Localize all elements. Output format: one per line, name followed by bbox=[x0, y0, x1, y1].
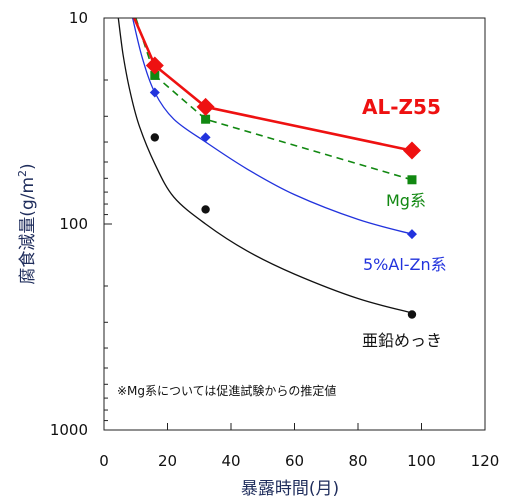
series-markers bbox=[145, 56, 421, 319]
series-0-point bbox=[402, 141, 421, 160]
series-0-line bbox=[133, 17, 413, 152]
x-tick-label: 0 bbox=[99, 452, 109, 470]
y-axis-title: 腐食減量(g/m2) bbox=[16, 163, 38, 284]
series-3-point bbox=[407, 310, 417, 319]
series-label-mg: Mg系 bbox=[386, 191, 426, 210]
series-1-point bbox=[407, 175, 417, 185]
x-tick-label: 40 bbox=[221, 452, 240, 470]
series-3-point bbox=[150, 133, 159, 142]
axis-ticks bbox=[103, 17, 486, 431]
x-tick-label: 60 bbox=[285, 452, 304, 470]
x-tick-label: 80 bbox=[348, 452, 367, 470]
y-tick-labels: 10 100 1000 bbox=[50, 9, 88, 439]
series-0-point bbox=[196, 97, 215, 116]
series-label-5al-zn: 5%Al-Zn系 bbox=[363, 255, 447, 274]
y-axis-title-unit-open: (g/m bbox=[18, 177, 38, 217]
series-label-zinc: 亜鉛めっき bbox=[362, 331, 442, 350]
series-0-point bbox=[145, 56, 164, 75]
series-3-point bbox=[201, 205, 210, 214]
series-1-point bbox=[201, 114, 211, 124]
y-axis-title-unit-close: ) bbox=[18, 163, 38, 170]
footnote: ※Mg系については促進試験からの推定値 bbox=[117, 383, 336, 398]
y-axis-title-unit-sup: 2 bbox=[16, 170, 29, 177]
x-tick-label: 100 bbox=[407, 452, 436, 470]
series-3-fit-curve bbox=[117, 17, 413, 314]
series-lines bbox=[117, 17, 413, 314]
x-tick-label: 20 bbox=[158, 452, 177, 470]
x-axis-title: 暴露時間(月) bbox=[241, 479, 339, 499]
y-tick-label: 10 bbox=[69, 9, 88, 27]
series-2-point bbox=[200, 132, 211, 143]
series-2-fit-curve bbox=[131, 17, 413, 235]
series-1-point bbox=[150, 70, 160, 80]
y-axis-title-main: 腐食減量 bbox=[18, 217, 38, 285]
series-label-al-z55: AL-Z55 bbox=[362, 95, 441, 119]
series-2-point bbox=[406, 229, 417, 240]
y-tick-label: 100 bbox=[59, 215, 88, 233]
y-tick-label: 1000 bbox=[50, 421, 88, 439]
series-2-point bbox=[149, 87, 160, 98]
x-tick-labels: 0 20 40 60 80 100 120 bbox=[99, 452, 499, 470]
plot-area-frame bbox=[103, 17, 486, 431]
x-tick-label: 120 bbox=[471, 452, 500, 470]
